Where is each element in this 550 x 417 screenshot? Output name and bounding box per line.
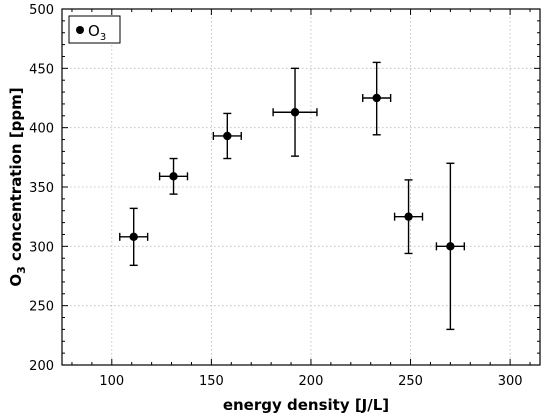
data-point [223, 131, 232, 141]
data-point [129, 232, 138, 242]
y-tick-label: 450 [29, 62, 54, 77]
data-point-group [272, 67, 318, 157]
y-tick-label: 250 [29, 300, 54, 315]
y-tick-label: 400 [29, 122, 54, 137]
y-axis-title-subscript: 3 [15, 266, 28, 274]
x-tick-label: 200 [299, 374, 324, 389]
data-point-group [212, 112, 242, 160]
legend-marker [76, 26, 84, 34]
y-tick-label: 300 [29, 240, 54, 255]
plot-frame [61, 8, 541, 366]
x-tick-label: 250 [398, 374, 423, 389]
data-point-group [119, 207, 149, 267]
x-axis-title: energy density [J/L] [223, 396, 389, 414]
data-point [372, 93, 381, 103]
data-point-group [435, 162, 466, 331]
x-tick-labels: 100 150 200 250 300 [99, 374, 522, 389]
x-tick-label: 150 [199, 374, 224, 389]
x-tick-label: 300 [498, 374, 523, 389]
y-axis-title: O3 concentration [ppm] [7, 87, 28, 286]
y-tick-labels: 200 250 300 350 400 450 500 [29, 3, 54, 374]
data-point [446, 242, 455, 251]
data-points [119, 61, 466, 331]
data-point [404, 212, 413, 221]
legend-label: O3 [88, 22, 106, 43]
data-point-group [158, 157, 189, 195]
grid [62, 8, 540, 366]
major-ticks [62, 8, 540, 366]
y-tick-label: 350 [29, 181, 54, 196]
x-tick-label: 100 [99, 374, 124, 389]
data-point-group [393, 179, 424, 255]
data-point [290, 108, 300, 117]
legend: O3 [68, 15, 121, 44]
y-tick-label: 500 [29, 3, 54, 18]
legend-label-subscript: 3 [100, 32, 106, 43]
data-point [169, 172, 178, 181]
minor-ticks [62, 9, 540, 365]
data-point-group [362, 61, 392, 136]
y-tick-label: 200 [29, 359, 54, 374]
